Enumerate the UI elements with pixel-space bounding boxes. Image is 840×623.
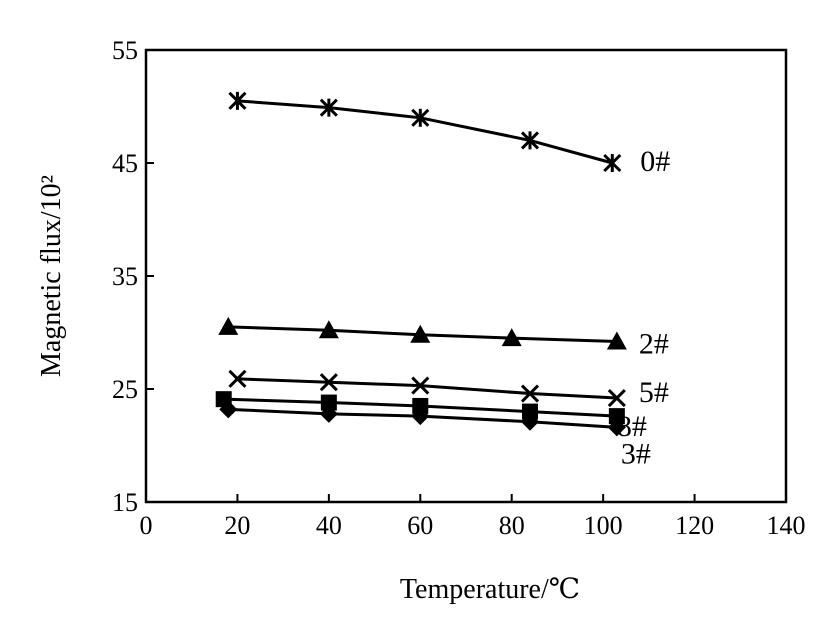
data-point-diamond [319, 404, 338, 423]
y-axis-ticks: 15 25 35 45 55 [112, 36, 154, 517]
data-point-asterisk [603, 153, 622, 173]
data-point-asterisk [520, 131, 540, 150]
data-point-triangle [318, 320, 339, 339]
x-tick-label: 40 [316, 511, 342, 540]
data-point-diamond [607, 418, 626, 437]
data-point-diamond [411, 407, 430, 426]
data-point-square [320, 394, 337, 411]
x-tick-label: 80 [499, 511, 525, 540]
x-tick-label: 100 [584, 511, 623, 540]
data-point-square [522, 403, 538, 420]
data-point-diamond [521, 412, 539, 431]
series-label: 2# [639, 328, 669, 361]
data-point-triangle [410, 324, 431, 343]
data-point-x [319, 373, 338, 392]
data-point-square [412, 397, 429, 414]
series-8: 8# [215, 391, 647, 443]
series-line [237, 99, 613, 165]
x-tick-label: 60 [407, 511, 433, 540]
y-tick-label: 15 [112, 488, 138, 517]
data-point-triangle [218, 316, 239, 335]
data-point-triangle [606, 331, 627, 350]
data-point-asterisk [319, 98, 338, 117]
series-2: 2# [218, 316, 669, 361]
y-tick-label: 25 [112, 375, 138, 404]
series-layer: 0# 2# 5#8#3# [215, 91, 670, 470]
series-0: 0# [228, 91, 670, 178]
data-point-x [411, 376, 430, 395]
data-point-x [228, 369, 247, 388]
y-tick-label: 45 [112, 149, 138, 178]
data-point-diamond [219, 400, 238, 419]
data-point-asterisk [228, 91, 247, 110]
data-point-x [520, 384, 540, 403]
data-point-triangle [501, 328, 522, 347]
series-3: 3# [219, 400, 651, 470]
series-line [237, 377, 617, 400]
x-axis-title: Temperature/℃ [400, 574, 580, 605]
x-tick-label: 20 [224, 511, 250, 540]
series-label: 0# [640, 145, 670, 178]
plot-frame [144, 48, 788, 504]
data-point-square [608, 408, 625, 425]
data-point-x [607, 388, 626, 408]
y-axis-title: Magnetic flux/10² [36, 175, 67, 377]
y-tick-label: 55 [112, 36, 138, 65]
y-tick-label: 35 [112, 262, 138, 291]
x-axis-ticks: 0 20 40 60 80 100 120 140 [140, 494, 806, 540]
x-tick-label: 0 [140, 511, 153, 540]
x-tick-label: 120 [675, 511, 714, 540]
x-tick-label: 140 [767, 511, 806, 540]
series-label: 3# [621, 437, 651, 470]
series-5: 5# [228, 369, 669, 409]
series-label: 5# [639, 376, 669, 409]
data-point-asterisk [411, 108, 430, 127]
